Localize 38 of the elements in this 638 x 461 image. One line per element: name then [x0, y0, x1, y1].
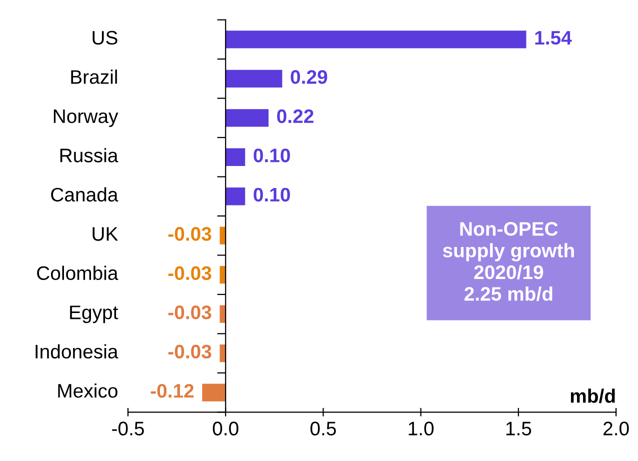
x-tick-label: 1.0	[408, 422, 434, 436]
y-tick-label: Russia	[60, 148, 118, 162]
x-tick-label: 2.0	[604, 422, 629, 436]
annotation: Non-OPEC supply growth 2020/19 2.25 mb/d	[442, 222, 574, 301]
y-tick-label: Canada	[51, 187, 118, 202]
y-tick-label: Norway	[54, 110, 118, 127]
data-label: 0.10	[254, 188, 290, 202]
bar	[226, 188, 246, 206]
x-tick-label: -0.5	[112, 422, 144, 436]
bar	[226, 30, 526, 48]
data-label: 1.54	[535, 31, 572, 45]
bar	[202, 384, 226, 402]
bar	[220, 305, 226, 323]
data-label: 0.29	[290, 70, 328, 84]
bar	[220, 266, 226, 284]
x-tick-label: 1.5	[506, 422, 532, 436]
bar	[220, 226, 226, 244]
y-tick-label: US	[92, 30, 118, 45]
y-tick-label: Colombia	[37, 266, 118, 280]
data-label: -0.03	[168, 344, 212, 359]
data-label: 0.10	[254, 148, 290, 162]
y-tick-label: Egypt	[70, 306, 118, 324]
y-tick-label: Indonesia	[36, 344, 118, 359]
x-tick-label: 0.5	[310, 422, 336, 436]
data-label: 0.22	[277, 109, 314, 124]
bar	[226, 70, 282, 88]
bar	[226, 148, 246, 166]
bar	[226, 109, 269, 127]
y-tick-label: UK	[92, 227, 118, 241]
data-label: -0.03	[168, 266, 212, 280]
x-tick-label: 0.0	[212, 422, 238, 436]
bar	[220, 344, 226, 362]
data-label: -0.12	[150, 384, 194, 398]
data-label: -0.03	[168, 306, 212, 320]
y-tick-label: Brazil	[71, 70, 117, 84]
data-label: -0.03	[168, 227, 212, 241]
x-axis-title: mb/d	[570, 388, 615, 404]
y-tick-label: Mexico	[58, 383, 118, 398]
